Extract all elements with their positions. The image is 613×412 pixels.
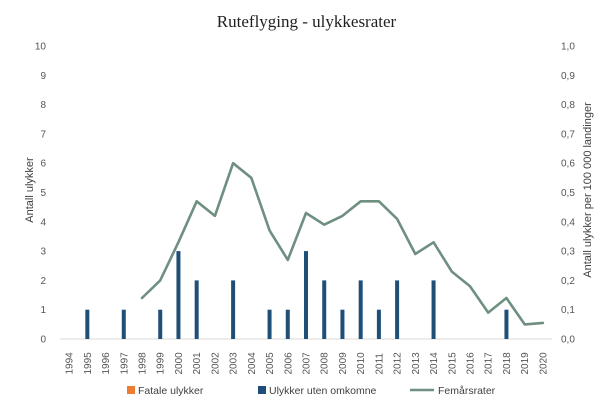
y-left-tick-label: 5	[40, 188, 46, 199]
legend-swatch	[258, 386, 266, 394]
legend-label: Ulykker uten omkomne	[269, 385, 377, 397]
x-tick-label: 1994	[65, 352, 76, 375]
y-right-tick-label: 0,3	[561, 247, 575, 258]
x-tick-label: 2001	[192, 352, 203, 375]
bar-ulykker-uten-omkomne	[158, 309, 163, 339]
bar-ulykker-uten-omkomne	[395, 280, 400, 339]
y-left-tick-label: 1	[40, 305, 46, 316]
y-left-tick-label: 9	[40, 71, 46, 82]
y-right-tick-label: 0,4	[561, 217, 575, 228]
y-right-tick-label: 0,5	[561, 188, 575, 199]
x-tick-label: 1996	[101, 352, 112, 375]
x-tick-label: 2002	[210, 352, 221, 375]
y-right-tick-label: 0,2	[561, 276, 575, 287]
x-tick-label: 1999	[156, 352, 167, 375]
legend-label: Fatale ulykker	[138, 385, 204, 397]
bar-ulykker-uten-omkomne	[504, 309, 509, 339]
y-right-tick-label: 0,0	[561, 335, 575, 346]
y-left-tick-label: 10	[35, 42, 47, 53]
bar-ulykker-uten-omkomne	[322, 280, 327, 339]
legend: Fatale ulykker Ulykker uten omkomne Femårs…	[127, 385, 496, 397]
y-left-tick-label: 2	[40, 276, 46, 287]
y-right-tick-label: 0,9	[561, 71, 575, 82]
y-left-tick-label: 0	[40, 335, 46, 346]
x-tick-label: 2012	[393, 352, 404, 375]
line-femarsrater	[140, 161, 545, 326]
y-right-tick-label: 1,0	[561, 42, 575, 53]
y-right-tick-label: 0,1	[561, 305, 575, 316]
bar-ulykker-uten-omkomne	[176, 251, 181, 339]
y-right-tick-label: 0,6	[561, 159, 575, 170]
bar-ulykker-uten-omkomne	[376, 309, 381, 339]
x-tick-label: 2010	[356, 352, 367, 375]
x-tick-label: 2008	[320, 352, 331, 375]
x-tick-label: 1998	[138, 352, 149, 375]
bar-ulykker-uten-omkomne	[267, 309, 272, 339]
legend-swatch	[127, 386, 135, 394]
x-tick-label: 2009	[338, 352, 349, 375]
x-tick-label: 2017	[484, 352, 495, 375]
x-tick-label: 2018	[502, 352, 513, 375]
y-axis-right: 0,0 0,1 0,2 0,3 0,4 0,5 0,6 0,7 0,8 0,9 1,0	[561, 42, 575, 346]
x-tick-label: 1995	[83, 352, 94, 375]
x-tick-label: 2004	[247, 352, 258, 375]
bar-ulykker-uten-omkomne	[304, 251, 308, 339]
y-left-tick-label: 6	[40, 159, 46, 170]
y-axis-left: 0 1 2 3 4 5 6 7 8 9 10	[35, 42, 47, 346]
bar-ulykker-uten-omkomne	[340, 309, 345, 339]
legend-label: Femårsrater	[438, 385, 496, 397]
y-right-tick-label: 0,8	[561, 100, 575, 111]
bar-ulykker-uten-omkomne	[358, 280, 363, 339]
bar-ulykker-uten-omkomne	[194, 280, 199, 339]
x-tick-label: 2000	[174, 352, 185, 375]
y-left-tick-label: 7	[40, 129, 46, 140]
x-tick-label: 2011	[374, 353, 385, 375]
y-axis-right-label: Antall ulykker per 100 000 landinger	[582, 102, 594, 278]
x-axis: 1994 1995 1996 1997 1998 1999 2000 2001 2002 2003…	[65, 352, 550, 375]
x-tick-label: 2019	[520, 352, 531, 375]
bar-ulykker-uten-omkomne	[85, 309, 90, 339]
x-tick-label: 2006	[283, 352, 294, 375]
x-tick-label: 2003	[229, 352, 240, 375]
y-left-tick-label: 8	[40, 100, 46, 111]
x-tick-label: 2015	[447, 352, 458, 375]
x-tick-label: 2013	[411, 352, 422, 375]
x-tick-label: 2020	[538, 352, 549, 375]
x-tick-label: 2007	[302, 352, 313, 375]
bar-ulykker-uten-omkomne	[121, 309, 126, 339]
bar-ulykker-uten-omkomne	[431, 280, 436, 339]
y-left-tick-label: 4	[40, 217, 46, 228]
x-tick-label: 2016	[466, 352, 477, 375]
x-tick-label: 2005	[265, 352, 276, 375]
line-series	[140, 161, 545, 326]
x-tick-label: 1997	[119, 352, 130, 375]
y-right-tick-label: 0,7	[561, 129, 575, 140]
bar-series	[85, 251, 509, 339]
bar-ulykker-uten-omkomne	[231, 280, 236, 339]
x-tick-label: 2014	[429, 352, 440, 375]
y-left-tick-label: 3	[40, 247, 46, 258]
bar-ulykker-uten-omkomne	[285, 309, 290, 339]
chart-title: Ruteflyging - ulykkesrater	[217, 12, 397, 31]
y-axis-left-label: Antall ulykker	[24, 157, 36, 223]
